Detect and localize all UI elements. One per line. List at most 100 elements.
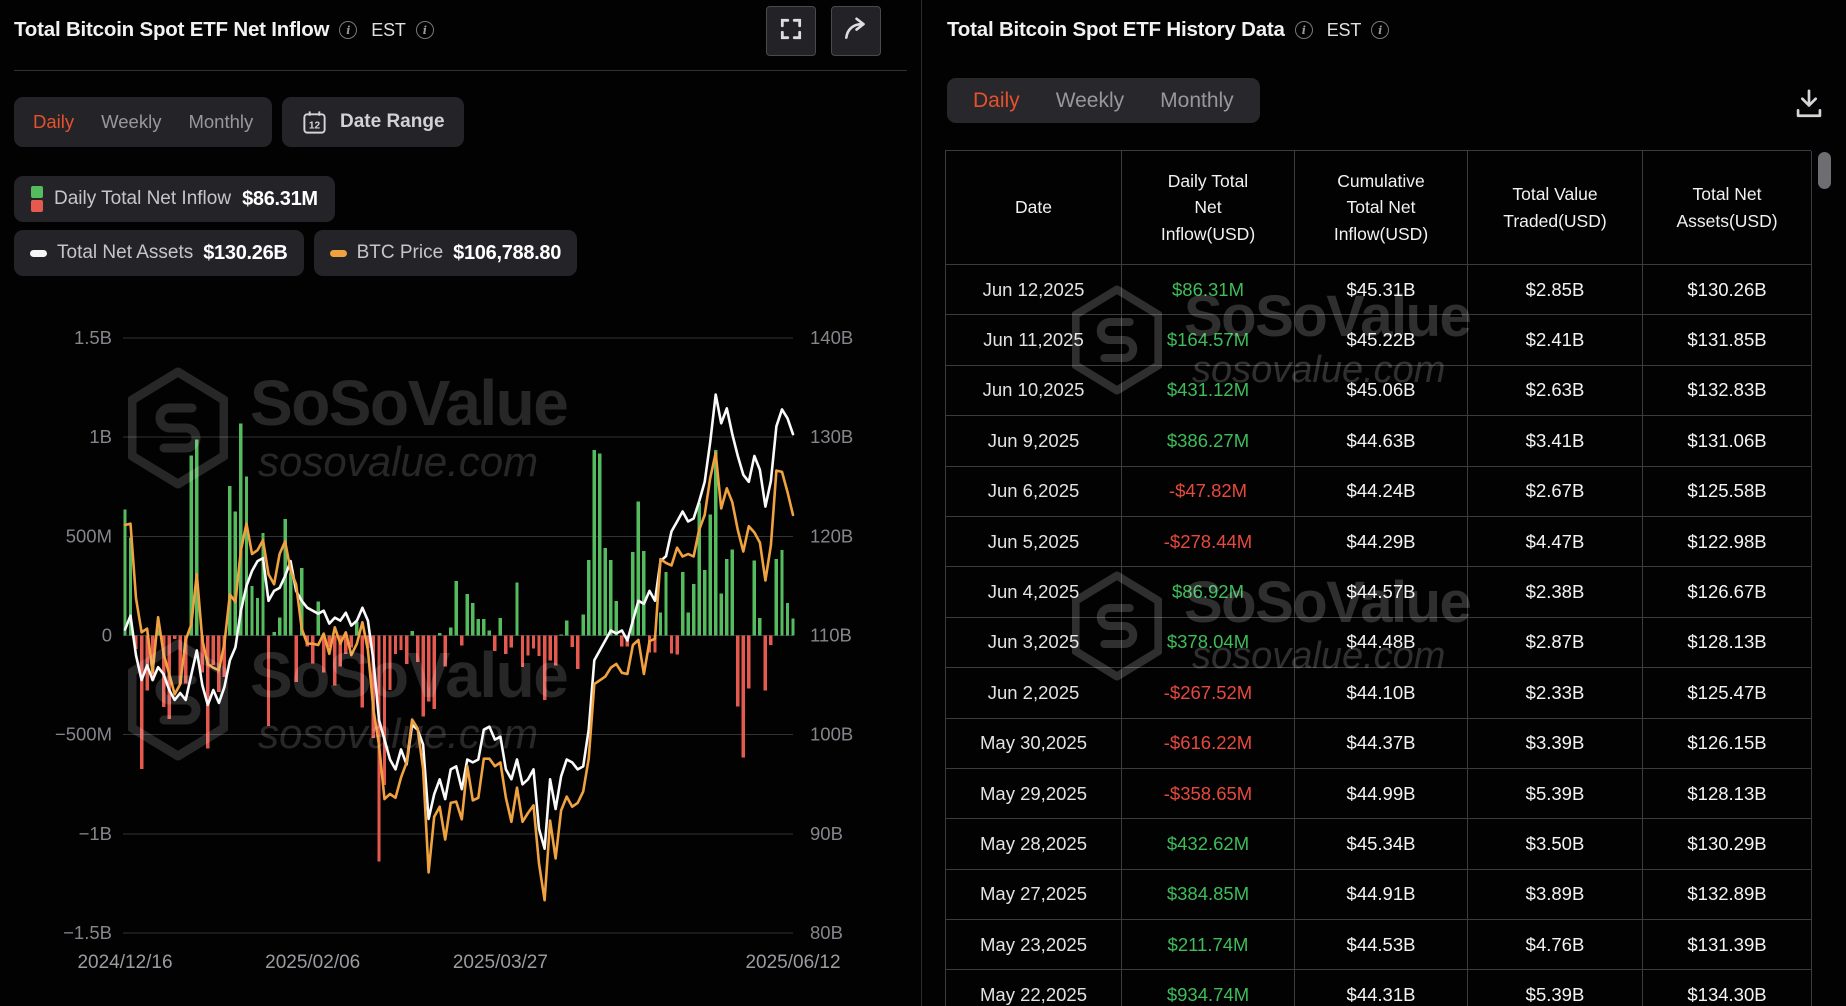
- cell-date: Jun 3,2025: [946, 617, 1122, 669]
- legend-label: Total Net Assets: [57, 242, 194, 263]
- title-divider: [14, 70, 907, 71]
- cell-inflow: $211.74M: [1122, 920, 1295, 971]
- svg-text:110B: 110B: [810, 625, 852, 646]
- cell-inflow: -$267.52M: [1122, 668, 1295, 719]
- legend-value: $86.31M: [242, 187, 318, 210]
- table-row: Jun 4,2025 $86.92M $44.57B $2.38B $126.67B: [946, 567, 1812, 618]
- table-row: May 29,2025 -$358.65M $44.99B $5.39B $128.13…: [946, 768, 1812, 820]
- fullscreen-button[interactable]: [766, 6, 816, 56]
- svg-text:−500M: −500M: [55, 724, 112, 745]
- table-row: May 23,2025 $211.74M $44.53B $4.76B $131.39B: [946, 920, 1812, 971]
- tab-daily[interactable]: Daily: [973, 88, 1020, 112]
- legend-net-inflow[interactable]: Daily Total Net Inflow $86.31M: [14, 176, 335, 222]
- svg-text:120B: 120B: [810, 525, 853, 546]
- cell-inflow: $431.12M: [1122, 365, 1295, 417]
- cell-cumulative: $45.06B: [1295, 365, 1468, 417]
- cell-cumulative: $44.31B: [1295, 970, 1468, 1006]
- legend-btc-price[interactable]: BTC Price $106,788.80: [313, 230, 578, 276]
- cell-inflow: -$47.82M: [1122, 466, 1295, 517]
- cell-date: Jun 11,2025: [946, 315, 1122, 366]
- left-axis-labels: 1.5B 1B 500M 0 −500M −1B −1.5B: [55, 327, 112, 943]
- cell-cumulative: $45.31B: [1295, 265, 1468, 316]
- cell-cumulative: $44.53B: [1295, 920, 1468, 971]
- cell-traded: $2.38B: [1468, 567, 1643, 618]
- cell-inflow: -$358.65M: [1122, 768, 1295, 820]
- tab-monthly[interactable]: Monthly: [1160, 88, 1234, 112]
- cell-cumulative: $44.48B: [1295, 617, 1468, 669]
- info-icon[interactable]: i: [339, 21, 358, 39]
- tab-weekly[interactable]: Weekly: [1055, 88, 1125, 112]
- svg-text:−1.5B: −1.5B: [63, 922, 112, 943]
- cell-assets: $126.67B: [1643, 567, 1812, 618]
- date-range-button[interactable]: 12 Date Range: [282, 97, 464, 147]
- svg-text:90B: 90B: [810, 823, 843, 844]
- cell-assets: $134.30B: [1643, 970, 1812, 1006]
- cell-traded: $4.76B: [1468, 920, 1643, 971]
- info-icon[interactable]: i: [1294, 21, 1313, 39]
- cell-traded: $3.39B: [1468, 718, 1643, 769]
- cell-inflow: $378.04M: [1122, 617, 1295, 669]
- tab-weekly[interactable]: Weekly: [101, 111, 162, 132]
- cell-assets: $122.98B: [1643, 516, 1812, 568]
- cell-date: May 23,2025: [946, 920, 1122, 971]
- cell-assets: $132.89B: [1643, 869, 1812, 921]
- cell-date: May 29,2025: [946, 768, 1122, 820]
- cell-traded: $2.87B: [1468, 617, 1643, 669]
- table-row: Jun 5,2025 -$278.44M $44.29B $4.47B $122.98B: [946, 516, 1812, 568]
- table-row: May 27,2025 $384.85M $44.91B $3.89B $132.89B: [946, 869, 1812, 921]
- table-header-row: Date Daily Total Net Inflow(USD) Cumulativ…: [946, 151, 1812, 265]
- table-row: May 30,2025 -$616.22M $44.37B $3.39B $126.15…: [946, 718, 1812, 769]
- table-row: May 28,2025 $432.62M $45.34B $3.50B $130.29B: [946, 819, 1812, 870]
- share-button[interactable]: [831, 6, 881, 56]
- cell-cumulative: $45.34B: [1295, 819, 1468, 870]
- cell-date: Jun 6,2025: [946, 466, 1122, 517]
- right-panel-title-row: Total Bitcoin Spot ETF History Data i ES…: [947, 18, 1390, 42]
- cell-inflow: $386.27M: [1122, 416, 1295, 467]
- cell-assets: $131.85B: [1643, 315, 1812, 366]
- cell-cumulative: $44.91B: [1295, 869, 1468, 921]
- table-row: Jun 11,2025 $164.57M $45.22B $2.41B $131.85B: [946, 315, 1812, 366]
- cell-cumulative: $45.22B: [1295, 315, 1468, 366]
- cell-cumulative: $44.29B: [1295, 516, 1468, 568]
- legend-total-net-assets[interactable]: Total Net Assets $130.26B: [14, 230, 304, 276]
- svg-text:2025/03/27: 2025/03/27: [453, 952, 548, 973]
- info-icon[interactable]: i: [1371, 21, 1390, 39]
- cell-traded: $2.63B: [1468, 365, 1643, 417]
- cell-traded: $2.33B: [1468, 668, 1643, 719]
- column-header: Date: [946, 151, 1122, 265]
- cell-date: Jun 10,2025: [946, 365, 1122, 417]
- tab-daily[interactable]: Daily: [33, 111, 75, 132]
- info-icon[interactable]: i: [415, 21, 434, 39]
- svg-text:500M: 500M: [66, 525, 112, 546]
- column-header: Total Net Assets(USD): [1643, 151, 1812, 265]
- table-scrollbar[interactable]: [1818, 152, 1831, 189]
- cell-inflow: -$616.22M: [1122, 718, 1295, 769]
- fullscreen-icon: [778, 16, 804, 47]
- svg-text:1.5B: 1.5B: [74, 327, 112, 348]
- legend-value: $130.26B: [203, 241, 288, 264]
- cell-inflow: $164.57M: [1122, 315, 1295, 366]
- svg-text:130B: 130B: [810, 426, 853, 447]
- cell-cumulative: $44.57B: [1295, 567, 1468, 618]
- svg-text:80B: 80B: [810, 922, 843, 943]
- cell-assets: $130.26B: [1643, 265, 1812, 316]
- download-button[interactable]: [1792, 86, 1826, 124]
- svg-text:2025/02/06: 2025/02/06: [265, 952, 360, 973]
- table-row: Jun 9,2025 $386.27M $44.63B $3.41B $131.06B: [946, 416, 1812, 467]
- cell-cumulative: $44.63B: [1295, 416, 1468, 467]
- cell-cumulative: $44.24B: [1295, 466, 1468, 517]
- table-row: Jun 3,2025 $378.04M $44.48B $2.87B $128.13B: [946, 617, 1812, 669]
- cell-inflow: -$278.44M: [1122, 516, 1295, 568]
- cell-date: May 27,2025: [946, 869, 1122, 921]
- download-icon: [1792, 85, 1826, 126]
- left-panel-title-row: Total Bitcoin Spot ETF Net Inflow i EST …: [14, 18, 434, 42]
- page-title: Total Bitcoin Spot ETF Net Inflow: [14, 18, 330, 41]
- table-row: Jun 10,2025 $431.12M $45.06B $2.63B $132.83B: [946, 365, 1812, 417]
- table-title: Total Bitcoin Spot ETF History Data: [947, 18, 1285, 41]
- cell-assets: $130.29B: [1643, 819, 1812, 870]
- tab-monthly[interactable]: Monthly: [188, 111, 254, 132]
- inflow-bars-icon: [31, 186, 43, 212]
- net-inflow-chart: 1.5B 1B 500M 0 −500M −1B −1.5B 140B 130B 120B 110B…: [55, 327, 853, 973]
- cell-date: Jun 12,2025: [946, 265, 1122, 316]
